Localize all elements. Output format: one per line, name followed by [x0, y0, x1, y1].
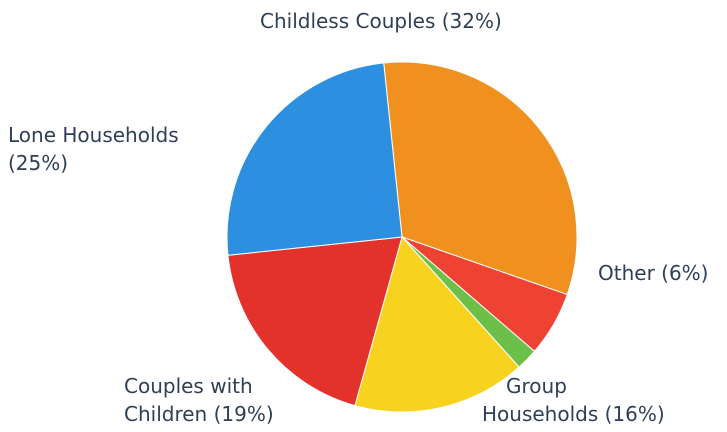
label-couples-with-children-line1: Couples with [124, 374, 253, 398]
slice-lone-households [226, 62, 403, 256]
label-other: Other (6%) [598, 261, 708, 285]
label-lone-households-line2: (25%) [8, 151, 68, 175]
slice-childless-couples [383, 61, 578, 296]
label-group-households-line1: Group [506, 374, 567, 398]
slice-couples-with-children [227, 236, 403, 407]
label-couples-with-children-line2: Children (19%) [124, 402, 274, 426]
label-lone-households-line1: Lone Households [8, 123, 179, 147]
label-childless-couples: Childless Couples (32%) [260, 9, 502, 33]
label-group-households-line2: Households (16%) [482, 402, 665, 426]
pie-slices [226, 61, 578, 413]
slice-group-households [354, 235, 520, 413]
